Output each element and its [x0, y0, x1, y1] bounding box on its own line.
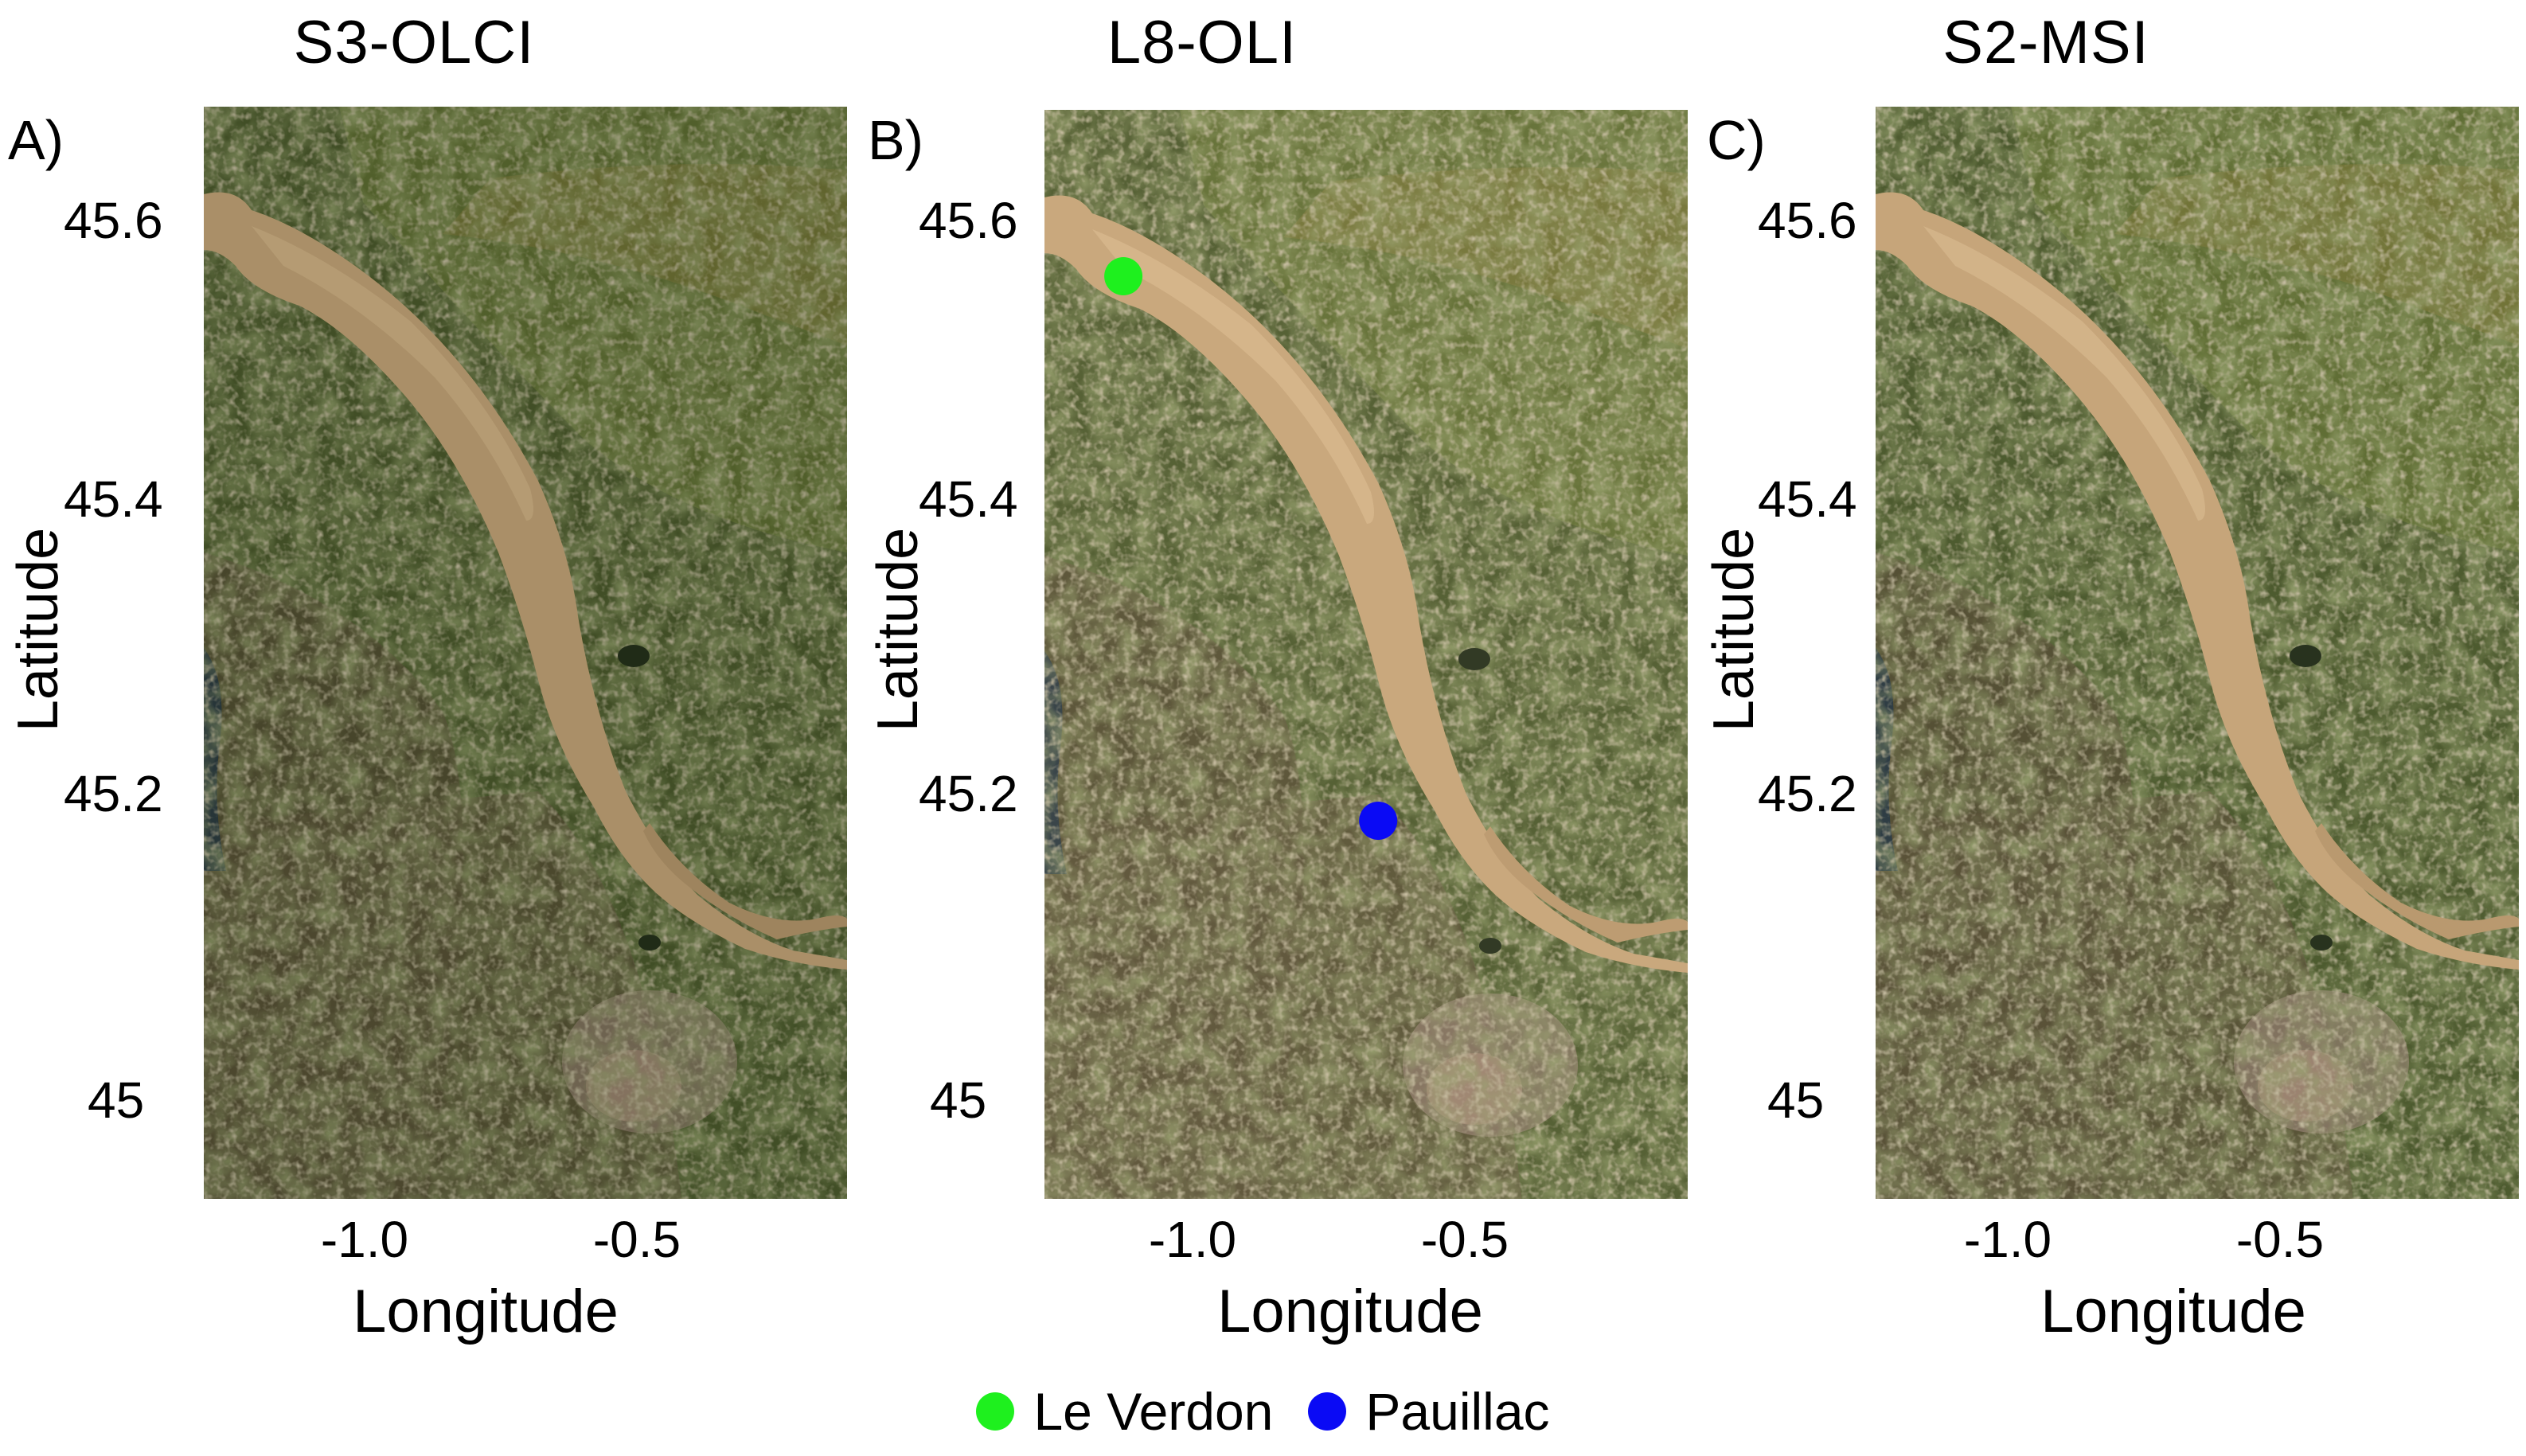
x-tick-label: -1.0 [320, 1211, 409, 1268]
y-axis-label: Latitude [1702, 527, 1767, 732]
x-axis-label: Longitude [1217, 1278, 1483, 1345]
y-tick-label: 45.4 [64, 470, 163, 528]
y-tick-label: 45 [1767, 1072, 1825, 1129]
y-tick-label: 45.4 [919, 470, 1018, 528]
panel-title: S2-MSI [1942, 9, 2149, 76]
y-tick-label: 45.6 [64, 192, 163, 249]
y-axis-label: Latitude [866, 527, 931, 732]
satellite-image-s3-olci [204, 107, 847, 1199]
y-tick-label: 45.2 [64, 765, 163, 822]
y-tick-label: 45.2 [919, 765, 1018, 822]
x-axis-label: Longitude [2040, 1278, 2306, 1345]
y-tick-label: 45.6 [919, 192, 1018, 249]
x-tick-label: -0.5 [1420, 1211, 1509, 1268]
x-tick-label: -0.5 [592, 1211, 681, 1268]
legend: Le Verdon Pauillac [0, 1381, 2526, 1442]
x-axis-label: Longitude [353, 1278, 619, 1345]
satellite-image-s2-msi [1876, 107, 2519, 1199]
y-axis-label: Latitude [6, 527, 71, 732]
le-verdon-marker [1104, 257, 1143, 295]
y-tick-label: 45.2 [1758, 765, 1857, 822]
legend-item-pauillac: Pauillac [1308, 1381, 1550, 1442]
legend-label: Pauillac [1365, 1382, 1550, 1441]
x-tick-label: -1.0 [1148, 1211, 1237, 1268]
pauillac-marker [1359, 802, 1398, 840]
circle-marker-icon [1308, 1392, 1347, 1431]
y-tick-label: 45.4 [1758, 470, 1857, 528]
panel-title: L8-OLI [1107, 9, 1298, 76]
panel-letter: A) [8, 109, 64, 171]
circle-marker-icon [976, 1392, 1015, 1431]
y-tick-label: 45 [930, 1072, 987, 1129]
panel-b: L8-OLI B) Latitude 45.6 45.4 45.2 45 -1.… [844, 0, 1688, 1345]
x-tick-label: -1.0 [1963, 1211, 2052, 1268]
legend-label: Le Verdon [1033, 1382, 1274, 1441]
legend-item-le-verdon: Le Verdon [976, 1381, 1273, 1442]
y-tick-label: 45.6 [1758, 192, 1857, 249]
x-tick-label: -0.5 [2235, 1211, 2325, 1268]
panel-c: S2-MSI C) Latitude 45.6 45.4 45.2 45 -1.… [1680, 0, 2519, 1345]
panel-title: S3-OLCI [293, 9, 535, 76]
y-tick-label: 45 [88, 1072, 145, 1129]
satellite-image-l8-oli [1044, 110, 1688, 1199]
panel-a: S3-OLCI A) Latitude 45.6 45.4 45.2 45 -1… [0, 0, 847, 1345]
panel-letter: B) [868, 109, 923, 171]
panel-letter: C) [1707, 109, 1766, 171]
